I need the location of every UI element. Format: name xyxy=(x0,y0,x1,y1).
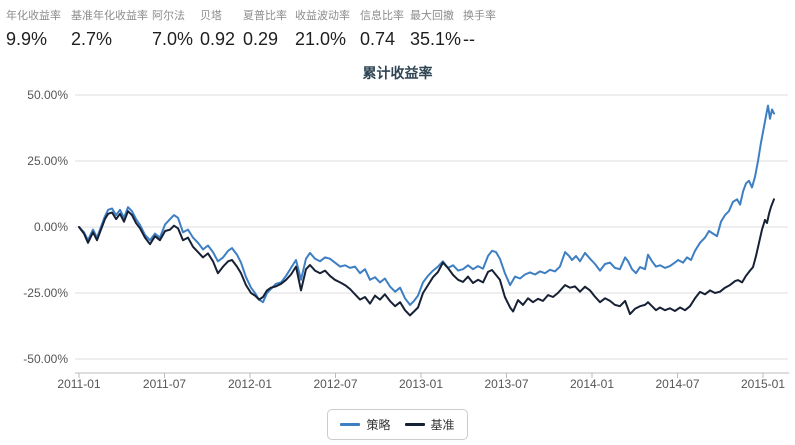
metric-alpha: 阿尔法 7.0% xyxy=(152,8,200,52)
y-axis-label: 25.00% xyxy=(27,154,68,168)
metric-benchmark-annualized-return: 基准年化收益率 2.7% xyxy=(71,8,152,52)
x-axis-label: 2013-01 xyxy=(399,377,443,391)
metric-label: 基准年化收益率 xyxy=(71,10,148,22)
legend-label-strategy: 策略 xyxy=(366,418,391,432)
x-axis-label: 2014-01 xyxy=(570,377,614,391)
metric-value: 2.7% xyxy=(71,29,113,49)
y-axis-label: 0.00% xyxy=(34,220,68,234)
metric-label: 换手率 xyxy=(463,10,496,22)
metric-value: 0.92 xyxy=(200,29,236,49)
metrics-bar: 年化收益率 9.9% 基准年化收益率 2.7% 阿尔法 7.0% 贝塔 0.92… xyxy=(6,8,523,52)
metric-label: 信息比率 xyxy=(360,10,404,22)
metric-label: 阿尔法 xyxy=(152,10,185,22)
metric-sharpe-ratio: 夏普比率 0.29 xyxy=(243,8,295,52)
chart-title: 累计收益率 xyxy=(362,65,433,81)
metric-value: 0.29 xyxy=(243,29,279,49)
benchmark-line-swatch xyxy=(404,423,425,426)
metric-value: -- xyxy=(463,29,475,49)
x-axis-label: 2012-01 xyxy=(228,377,272,391)
benchmark-line xyxy=(78,198,775,317)
legend-box: 策略 基准 xyxy=(327,409,468,440)
y-axis-label: -50.00% xyxy=(23,352,68,366)
legend-item-benchmark[interactable]: 基准 xyxy=(404,416,455,433)
metric-turnover-rate: 换手率 -- xyxy=(463,8,523,52)
strategy-line-swatch xyxy=(340,423,361,426)
metric-value: 21.0% xyxy=(295,29,347,49)
metric-value: 9.9% xyxy=(6,29,48,49)
metric-label: 年化收益率 xyxy=(6,10,61,22)
legend-label-benchmark: 基准 xyxy=(430,418,455,432)
metric-max-drawdown: 最大回撤 35.1% xyxy=(410,8,463,52)
metric-volatility: 收益波动率 21.0% xyxy=(295,8,360,52)
metric-value: 7.0% xyxy=(152,29,194,49)
metric-label: 贝塔 xyxy=(200,10,222,22)
cumulative-return-chart[interactable]: 50.00% 25.00% 0.00% -25.00% -50.00% 2011-01 20… xyxy=(0,85,795,397)
x-axis-label: 2012-07 xyxy=(313,377,357,391)
x-axis-label: 2015-01 xyxy=(741,377,785,391)
x-axis-label: 2011-01 xyxy=(57,377,100,391)
y-axis-label: 50.00% xyxy=(27,88,68,102)
metric-value: 0.74 xyxy=(360,29,396,49)
y-axis-label: -25.00% xyxy=(23,286,68,300)
metric-beta: 贝塔 0.92 xyxy=(200,8,243,52)
metric-information-ratio: 信息比率 0.74 xyxy=(360,8,410,52)
legend-item-strategy[interactable]: 策略 xyxy=(340,416,391,433)
metric-annualized-return: 年化收益率 9.9% xyxy=(6,8,71,52)
metric-label: 夏普比率 xyxy=(243,10,287,22)
metric-label: 收益波动率 xyxy=(295,10,350,22)
x-axis-label: 2013-07 xyxy=(484,377,528,391)
x-axis-label: 2011-07 xyxy=(143,377,186,391)
metric-label: 最大回撤 xyxy=(410,10,454,22)
chart-legend: 策略 基准 xyxy=(0,409,795,440)
x-axis-label: 2014-07 xyxy=(655,377,699,391)
metric-value: 35.1% xyxy=(410,29,462,49)
strategy-line xyxy=(78,104,775,306)
